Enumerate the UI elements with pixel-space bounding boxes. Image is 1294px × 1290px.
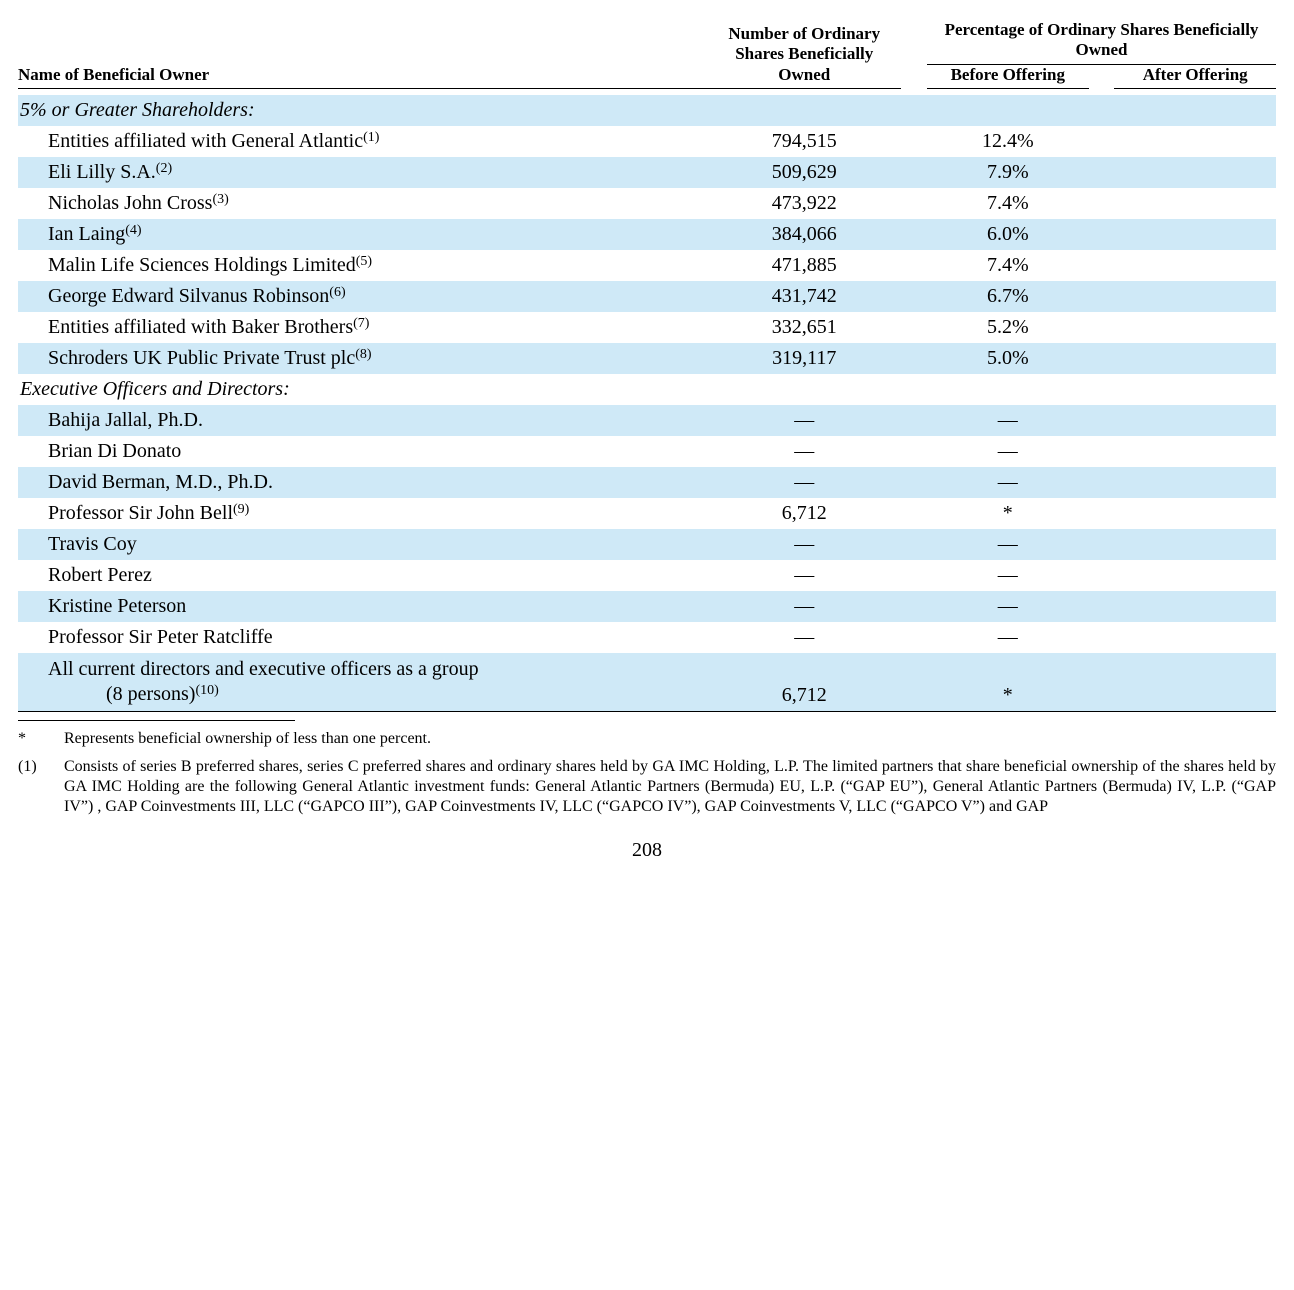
- before-cell: 12.4%: [927, 126, 1089, 157]
- footnote-text: Consists of series B preferred shares, s…: [64, 757, 1276, 817]
- owner-name: Robert Perez: [18, 560, 707, 591]
- section-officers: Executive Officers and Directors:: [18, 374, 707, 405]
- owner-name: Eli Lilly S.A.(2): [18, 157, 707, 188]
- table-row: Kristine Peterson — —: [18, 591, 1276, 622]
- owner-name: Entities affiliated with General Atlanti…: [18, 126, 707, 157]
- footnote-text: Represents beneficial ownership of less …: [64, 729, 1276, 749]
- ownership-table: Number of Ordinary Shares Beneficially O…: [18, 20, 1276, 712]
- owner-name: All current directors and executive offi…: [18, 653, 707, 712]
- table-row: David Berman, M.D., Ph.D. — —: [18, 467, 1276, 498]
- owner-name: Bahija Jallal, Ph.D.: [18, 405, 707, 436]
- footnote-separator: [18, 720, 295, 721]
- header-row-2: Name of Beneficial Owner Before Offering…: [18, 64, 1276, 88]
- owner-name: Brian Di Donato: [18, 436, 707, 467]
- owner-name: Ian Laing(4): [18, 219, 707, 250]
- owner-name: Schroders UK Public Private Trust plc(8): [18, 343, 707, 374]
- shares-cell: 794,515: [707, 126, 901, 157]
- footnote: * Represents beneficial ownership of les…: [18, 729, 1276, 749]
- table-row: Eli Lilly S.A.(2) 509,629 7.9%: [18, 157, 1276, 188]
- owner-name: David Berman, M.D., Ph.D.: [18, 467, 707, 498]
- owner-name: Professor Sir John Bell(9): [18, 498, 707, 529]
- owner-name: Nicholas John Cross(3): [18, 188, 707, 219]
- owner-name: Malin Life Sciences Holdings Limited(5): [18, 250, 707, 281]
- page-number: 208: [18, 839, 1276, 862]
- table-row: Travis Coy — —: [18, 529, 1276, 560]
- table-row: Malin Life Sciences Holdings Limited(5) …: [18, 250, 1276, 281]
- owner-name: Professor Sir Peter Ratcliffe: [18, 622, 707, 653]
- table-row: Professor Sir John Bell(9) 6,712 *: [18, 498, 1276, 529]
- table-row: Ian Laing(4) 384,066 6.0%: [18, 219, 1276, 250]
- col-owner-header: Name of Beneficial Owner: [18, 64, 707, 88]
- footnote-mark: *: [18, 729, 64, 749]
- table-row: Brian Di Donato — —: [18, 436, 1276, 467]
- owner-name: Entities affiliated with Baker Brothers(…: [18, 312, 707, 343]
- after-cell: [1114, 126, 1276, 157]
- col-pct-group-header: Percentage of Ordinary Shares Beneficial…: [927, 20, 1276, 64]
- table-row: Entities affiliated with General Atlanti…: [18, 126, 1276, 157]
- table-row: Schroders UK Public Private Trust plc(8)…: [18, 343, 1276, 374]
- owner-name: Travis Coy: [18, 529, 707, 560]
- col-before-header: Before Offering: [927, 64, 1089, 88]
- footnote: (1) Consists of series B preferred share…: [18, 757, 1276, 817]
- section-row: Executive Officers and Directors:: [18, 374, 1276, 405]
- owner-name: Kristine Peterson: [18, 591, 707, 622]
- section-row: 5% or Greater Shareholders:: [18, 95, 1276, 126]
- owner-name: George Edward Silvanus Robinson(6): [18, 281, 707, 312]
- table-row: Entities affiliated with Baker Brothers(…: [18, 312, 1276, 343]
- footnote-mark: (1): [18, 757, 64, 817]
- table-row: All current directors and executive offi…: [18, 653, 1276, 712]
- table-row: Bahija Jallal, Ph.D. — —: [18, 405, 1276, 436]
- header-row-1: Number of Ordinary Shares Beneficially O…: [18, 20, 1276, 64]
- table-row: Professor Sir Peter Ratcliffe — —: [18, 622, 1276, 653]
- section-5pct: 5% or Greater Shareholders:: [18, 95, 707, 126]
- table-row: Robert Perez — —: [18, 560, 1276, 591]
- table-row: Nicholas John Cross(3) 473,922 7.4%: [18, 188, 1276, 219]
- col-shares-header: Number of Ordinary Shares Beneficially O…: [707, 20, 901, 89]
- col-after-header: After Offering: [1114, 64, 1276, 88]
- table-row: George Edward Silvanus Robinson(6) 431,7…: [18, 281, 1276, 312]
